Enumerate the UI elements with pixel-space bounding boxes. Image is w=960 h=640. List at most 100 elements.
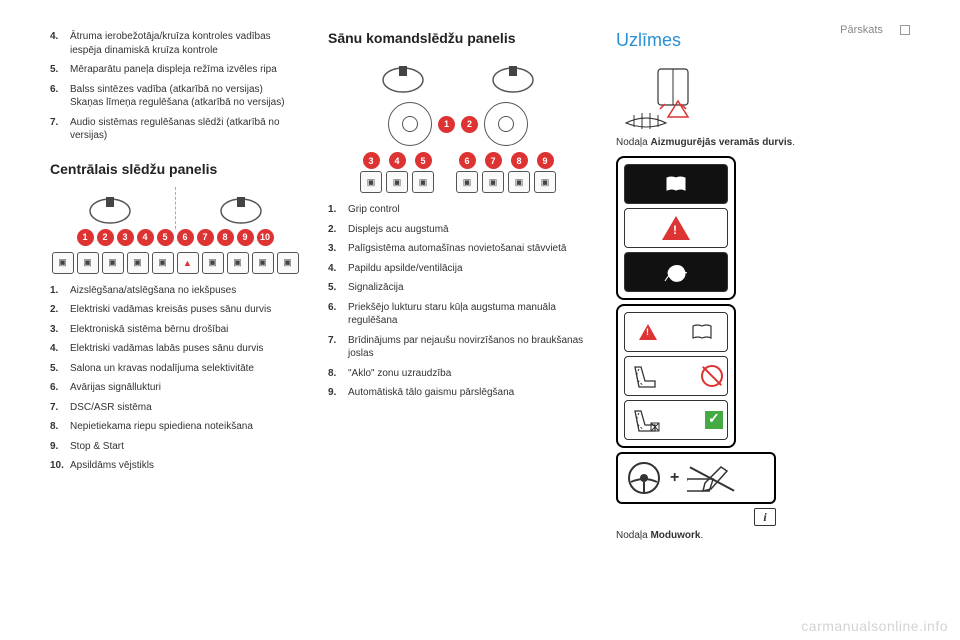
- list-item: 3.Palīgsistēma automašīnas novietošanai …: [328, 242, 588, 256]
- no-write-icon: [687, 461, 737, 495]
- list-item: 7.DSC/ASR sistēma: [50, 401, 300, 415]
- list-text: Stop & Start: [70, 440, 300, 454]
- driver-sticker-box: +: [616, 452, 776, 504]
- list-item: 4.Papildu apsilde/ventilācija: [328, 262, 588, 276]
- list-number: 2.: [50, 303, 70, 317]
- list-text: Audio sistēmas regulēšanas slēdži (atkar…: [70, 116, 300, 143]
- steering-wheel-icon: [626, 460, 662, 496]
- list-item: 6.Balss sintēzes vadība (atkarībā no ver…: [50, 83, 300, 110]
- list-text: Balss sintēzes vadība (atkarībā no versi…: [70, 83, 300, 110]
- list-number: 2.: [328, 223, 348, 237]
- switch-icon: ▣: [227, 252, 249, 274]
- switch-icon: ▣: [252, 252, 274, 274]
- list-text: Nepietiekama riepu spiediena noteikšana: [70, 420, 300, 434]
- central-panel-heading: Centrālais slēdžu panelis: [50, 161, 300, 177]
- list-text: Avārijas signāllukturi: [70, 381, 300, 395]
- side-button-col: 6▣: [456, 152, 478, 193]
- seat-ok-panel: [624, 400, 728, 440]
- list-text: Palīgsistēma automašīnas novietošanai st…: [348, 242, 588, 256]
- list-number: 6.: [50, 381, 70, 395]
- list-item: 7.Brīdinājums par nejaušu novirzīšanos n…: [328, 334, 588, 361]
- num-badge: 3: [117, 229, 134, 246]
- column-left: 4.Ātruma ierobežotāja/kruīza kontroles v…: [50, 30, 300, 541]
- page-content: 4.Ātruma ierobežotāja/kruīza kontroles v…: [0, 0, 960, 561]
- num-badge: 3: [363, 152, 380, 169]
- book-panel: [624, 164, 728, 204]
- page-header: Pārskats: [840, 24, 910, 36]
- hand-panel: [624, 252, 728, 292]
- switch-icon: ▣: [482, 171, 504, 193]
- list-item: 3.Elektroniskā sistēma bērnu drošībai: [50, 323, 300, 337]
- switch-icon: ▣: [102, 252, 124, 274]
- list-item: 6.Priekšējo lukturu staru kūļa augstuma …: [328, 301, 588, 328]
- side-button-col: 9▣: [534, 152, 556, 193]
- list-number: 7.: [50, 401, 70, 415]
- switch-icon: ▣: [456, 171, 478, 193]
- list-number: 10.: [50, 459, 70, 473]
- dial-left-icon: [388, 102, 432, 146]
- list-item: 4.Ātruma ierobežotāja/kruīza kontroles v…: [50, 30, 300, 57]
- list-text: Mēraparātu paneļa displeja režīma izvēle…: [70, 63, 300, 77]
- moduwork-note: Nodaļa Moduwork.: [616, 530, 896, 541]
- side-panel-heading: Sānu komandslēdžu panelis: [328, 30, 588, 46]
- column-middle: Sānu komandslēdžu panelis 1 2 3▣4▣5▣6▣7▣…: [328, 30, 588, 541]
- list-text: Elektriski vadāmas labās puses sānu durv…: [70, 342, 300, 356]
- book-small-icon: [691, 323, 713, 341]
- num-badge: 7: [485, 152, 502, 169]
- list-text: Apsildāms vējstikls: [70, 459, 300, 473]
- num-badge: 8: [511, 152, 528, 169]
- switch-icon: ▣: [152, 252, 174, 274]
- list-number: 4.: [50, 30, 70, 57]
- list-number: 4.: [328, 262, 348, 276]
- dial-right-icon: [484, 102, 528, 146]
- switch-icon: ▣: [360, 171, 382, 193]
- list-number: 7.: [50, 116, 70, 143]
- num-badge: 9: [537, 152, 554, 169]
- list-text: Brīdinājums par nejaušu novirzīšanos no …: [348, 334, 588, 361]
- list-text: DSC/ASR sistēma: [70, 401, 300, 415]
- list-item: 4.Elektriski vadāmas labās puses sānu du…: [50, 342, 300, 356]
- side-button-col: 7▣: [482, 152, 504, 193]
- header-section: Pārskats: [840, 24, 883, 36]
- num-badge: 9: [237, 229, 254, 246]
- seat-sticker-box: [616, 304, 736, 448]
- prohibit-icon: [701, 365, 723, 387]
- list-number: 3.: [328, 242, 348, 256]
- steering-wheel-left-icon: [378, 60, 428, 94]
- side-button-col: 4▣: [386, 152, 408, 193]
- list-text: Aizslēgšana/atslēgšana no iekšpuses: [70, 284, 300, 298]
- switch-icon: ▣: [277, 252, 299, 274]
- list-number: 8.: [50, 420, 70, 434]
- list-text: Elektroniskā sistēma bērnu drošībai: [70, 323, 300, 337]
- list-item: 10.Apsildāms vējstikls: [50, 459, 300, 473]
- warning-sticker-box: [616, 156, 736, 300]
- list-item: 9.Stop & Start: [50, 440, 300, 454]
- switch-icon: ▣: [52, 252, 74, 274]
- seat-fold-icon: [629, 361, 663, 391]
- list-number: 1.: [50, 284, 70, 298]
- list-number: 9.: [328, 386, 348, 400]
- num-badge: 6: [459, 152, 476, 169]
- list-number: 5.: [50, 362, 70, 376]
- list-item: 6.Avārijas signāllukturi: [50, 381, 300, 395]
- list-text: Ātruma ierobežotāja/kruīza kontroles vad…: [70, 30, 300, 57]
- num-badge: 4: [389, 152, 406, 169]
- rear-door-note: Nodaļa Aizmugurējās veramās durvis.: [616, 137, 795, 148]
- note-bold: Aizmugurējās veramās durvis: [650, 137, 792, 148]
- list-item: 1.Aizslēgšana/atslēgšana no iekšpuses: [50, 284, 300, 298]
- list-text: Priekšējo lukturu staru kūļa augstuma ma…: [348, 301, 588, 328]
- list-item: 7.Audio sistēmas regulēšanas slēdži (atk…: [50, 116, 300, 143]
- divider-dashed: [175, 187, 176, 229]
- list-item: 8.Nepietiekama riepu spiediena noteikšan…: [50, 420, 300, 434]
- badge-2: 2: [461, 116, 478, 133]
- header-square: [900, 25, 910, 35]
- list-item: 1.Grip control: [328, 203, 588, 217]
- rear-door-sticker-figure: Nodaļa Aizmugurējās veramās durvis.: [616, 65, 896, 148]
- num-badge: 4: [137, 229, 154, 246]
- side-button-col: 5▣: [412, 152, 434, 193]
- warning-triangle-icon: [662, 216, 690, 240]
- list-number: 6.: [50, 83, 70, 110]
- list-text: Grip control: [348, 203, 588, 217]
- switch-icon: ▲: [177, 252, 199, 274]
- info-badge-icon: i: [754, 508, 776, 526]
